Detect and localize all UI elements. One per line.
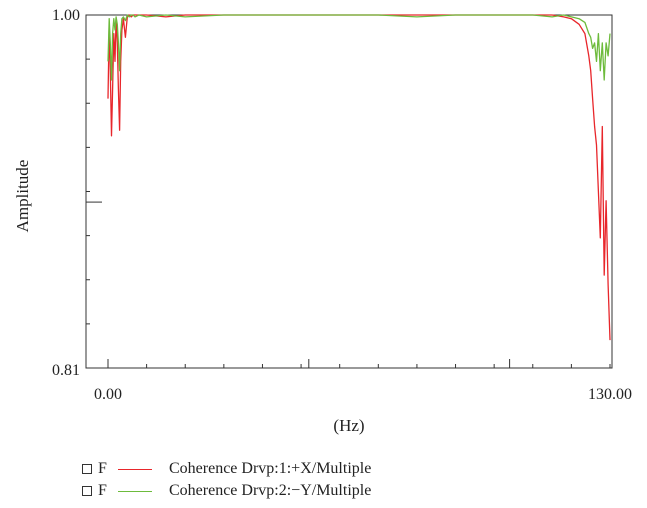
legend-swatch-y: [118, 490, 152, 492]
legend-marker-x: F: [98, 460, 107, 477]
legend-swatch-x: [118, 468, 152, 470]
legend-item-x: F Coherence Drvp:1:+X/Multiple: [82, 458, 371, 480]
y-tick-label-top: 1.00: [52, 7, 80, 24]
x-axis-title: (Hz): [333, 416, 364, 435]
coherence-chart: 1.00 0.81 0.00 130.00 (Hz) Amplitude: [13, 7, 632, 435]
series-layer: [107, 14, 611, 341]
legend-item-y: F Coherence Drvp:2:−Y/Multiple: [82, 480, 371, 502]
legend-label-x: Coherence Drvp:1:+X/Multiple: [169, 460, 372, 477]
x-tick-label-right: 130.00: [588, 386, 632, 403]
legend-checkbox-x[interactable]: [82, 464, 92, 474]
legend-label-y: Coherence Drvp:2:−Y/Multiple: [169, 482, 372, 499]
x-tick-label-left: 0.00: [94, 386, 122, 403]
y-tick-label-bottom: 0.81: [52, 362, 80, 379]
axis-ticks: [86, 14, 611, 369]
y-axis-title: Amplitude: [13, 160, 32, 233]
legend: F Coherence Drvp:1:+X/Multiple F Coheren…: [82, 458, 371, 502]
plot-area-frame: [85, 14, 613, 369]
legend-checkbox-y[interactable]: [82, 486, 92, 496]
legend-marker-y: F: [98, 482, 107, 499]
series-line-y: [107, 14, 611, 81]
